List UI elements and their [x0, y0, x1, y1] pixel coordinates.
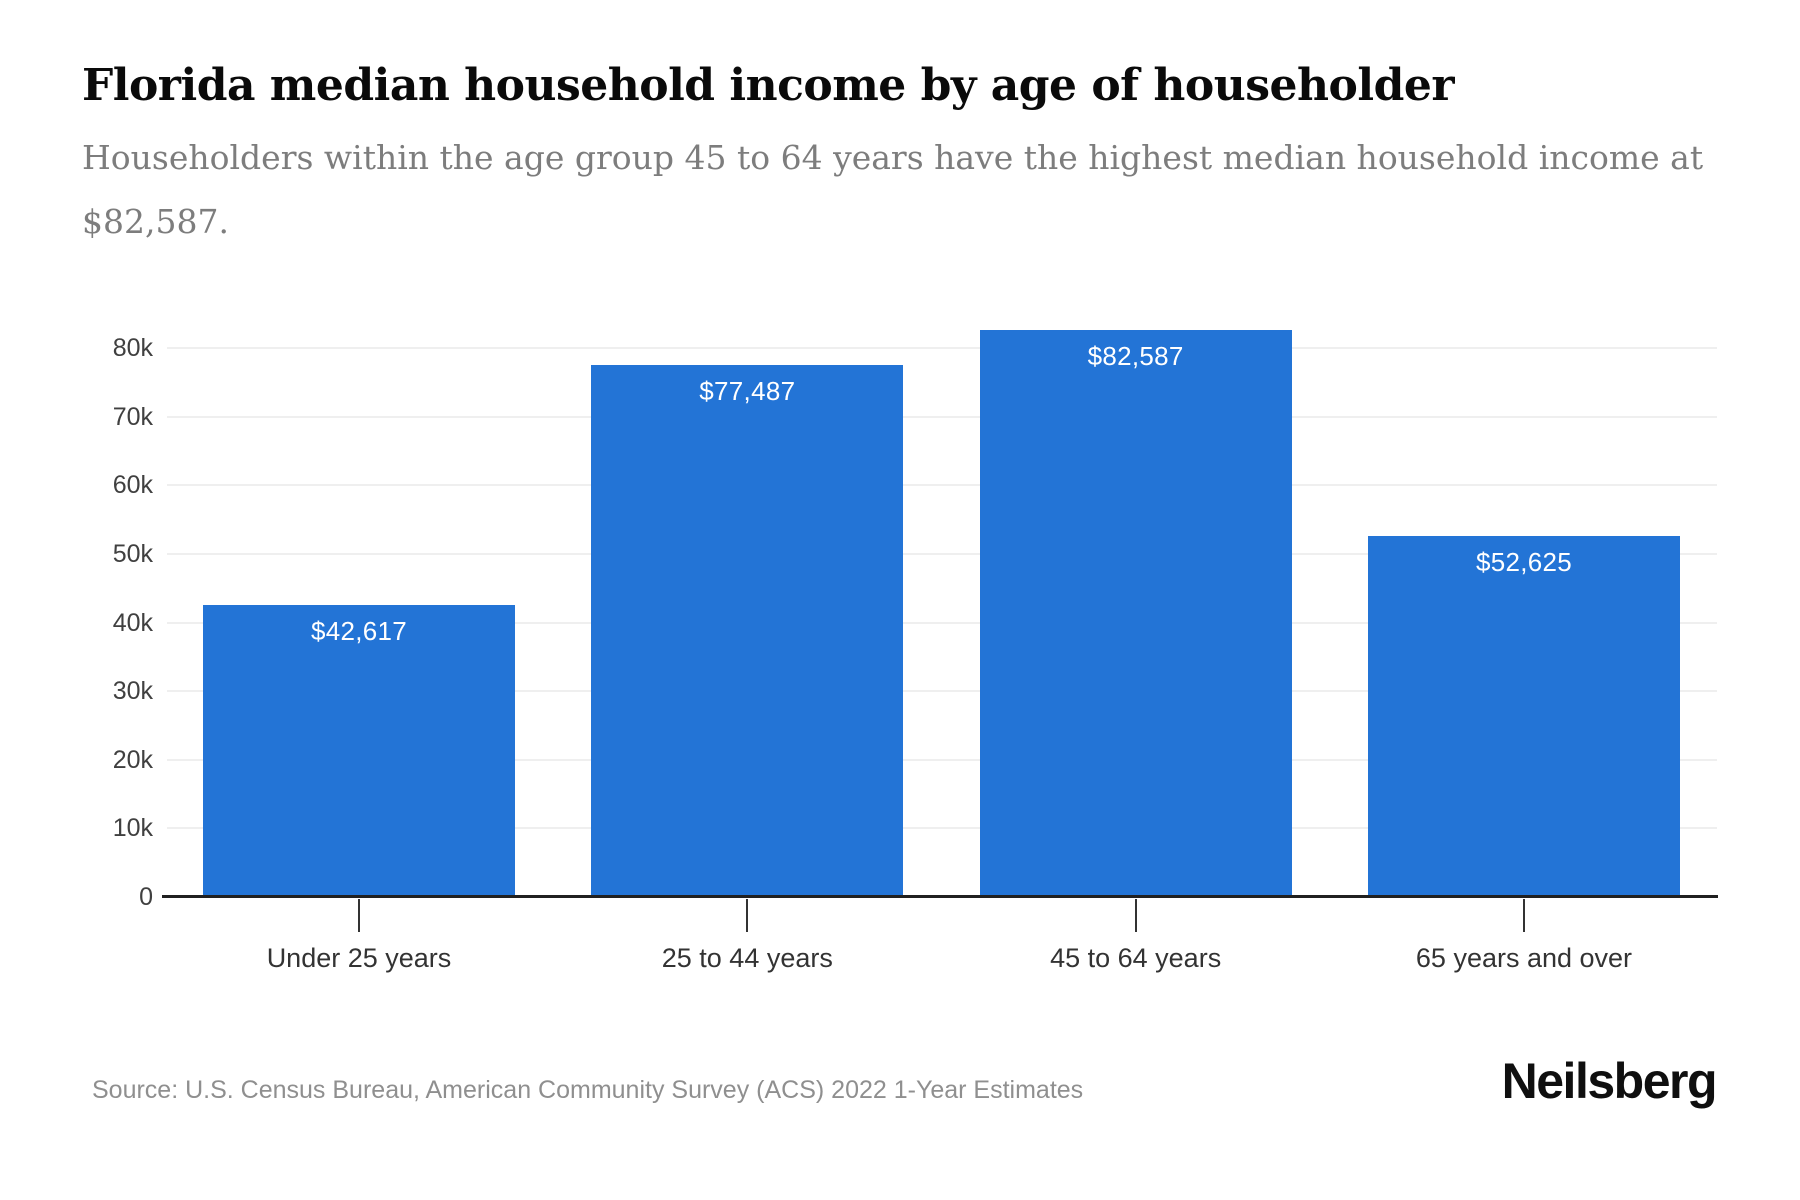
- x-axis-line: [162, 895, 1718, 898]
- gridline-20k: [167, 758, 1717, 761]
- bar-value-label-under-25-years: $42,617: [310, 615, 408, 646]
- gridline-80k: [167, 347, 1717, 350]
- x-axis-category-label-45-to-64-years: 45 to 64 years: [1050, 943, 1222, 973]
- gridline-40k: [167, 621, 1717, 624]
- gridline-50k: [167, 553, 1717, 555]
- bar-under-25-years: $42,617: [203, 604, 515, 897]
- y-axis-tick-label-20k: 20k: [112, 745, 153, 774]
- neilsberg-logo: Neilsberg: [1501, 1053, 1718, 1109]
- y-axis-tick-label-30k: 30k: [112, 677, 153, 706]
- bar-value-label-65-years-and-over: $52,625: [1475, 546, 1573, 577]
- y-axis-tick-label-70k: 70k: [112, 402, 153, 431]
- chart-subtitle-line-1: Householders within the age group 45 to …: [82, 138, 1704, 177]
- x-axis-tick-65-years-and-over: [1522, 899, 1525, 932]
- chart-subtitle-line-2: $82,587.: [82, 202, 229, 241]
- bar-25-to-44-years: $77,487: [591, 365, 904, 897]
- gridline-10k: [167, 827, 1717, 830]
- x-axis-category-label-65-years-and-over: 65 years and over: [1415, 943, 1633, 973]
- gridline-70k: [167, 415, 1717, 418]
- y-axis-tick-label-40k: 40k: [112, 608, 153, 637]
- y-axis-tick-label-80k: 80k: [112, 334, 153, 363]
- x-axis-category-label-25-to-44-years: 25 to 44 years: [661, 943, 833, 973]
- gridline-30k: [167, 690, 1717, 693]
- y-axis-tick-label-0: 0: [139, 883, 153, 911]
- y-axis-tick-label-60k: 60k: [112, 471, 153, 500]
- gridline-60k: [167, 484, 1717, 487]
- bar-value-label-45-to-64-years: $82,587: [1087, 341, 1184, 372]
- source-attribution: Source: U.S. Census Bureau, American Com…: [92, 1076, 1084, 1104]
- y-axis-tick-label-10k: 10k: [112, 814, 153, 843]
- y-axis-tick-label-50k: 50k: [112, 540, 153, 568]
- x-axis-category-label-under-25-years: Under 25 years: [266, 943, 452, 973]
- bar-value-label-25-to-44-years: $77,487: [699, 376, 796, 407]
- x-axis-tick-45-to-64-years: [1134, 899, 1137, 932]
- chart-subtitle: Householders within the age group 45 to …: [82, 126, 1742, 254]
- x-axis-tick-25-to-44-years: [746, 899, 749, 932]
- bar-65-years-and-over: $52,625: [1367, 535, 1680, 897]
- page-title: Florida median household income by age o…: [82, 60, 1455, 111]
- bar-45-to-64-years: $82,587: [979, 330, 1292, 897]
- x-axis-tick-under-25-years: [358, 899, 360, 932]
